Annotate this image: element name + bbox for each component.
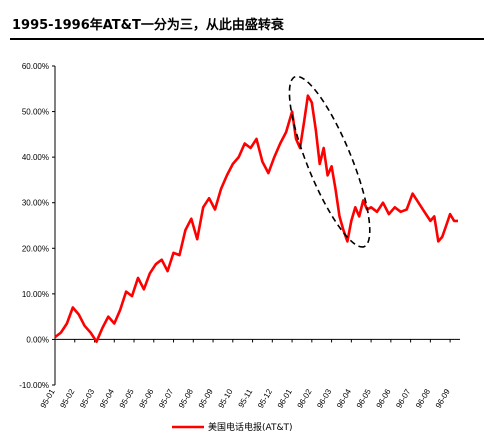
x-tick-label: 96-01 — [276, 387, 294, 410]
series-line — [54, 94, 458, 343]
x-tick-label: 95-05 — [118, 387, 136, 410]
x-tick-label: 96-03 — [315, 387, 333, 410]
x-tick-label: 95-09 — [197, 387, 215, 410]
x-tick-label: 95-01 — [39, 387, 57, 410]
legend-label: 美国电话电报(AT&T) — [208, 421, 293, 433]
x-tick-label: 96-05 — [355, 387, 373, 410]
x-tick-label: 96-06 — [375, 387, 393, 410]
y-tick-label: 60.00% — [22, 62, 49, 71]
x-tick-label: 96-08 — [414, 387, 432, 410]
chart-title: 1995-1996年AT&T一分为三，从此由盛转衰 — [12, 18, 284, 33]
y-tick-label: 10.00% — [22, 290, 49, 299]
y-tick-label: 40.00% — [22, 153, 49, 162]
y-tick-label: 0.00% — [26, 335, 49, 344]
title-bar: 1995-1996年AT&T一分为三，从此由盛转衰 — [10, 10, 484, 40]
x-tick-label: 96-04 — [335, 387, 353, 410]
x-tick-label: 95-11 — [237, 387, 255, 409]
y-tick-label: 30.00% — [22, 199, 49, 208]
x-tick-label: 96-02 — [296, 387, 314, 410]
x-tick-label: 95-04 — [98, 387, 116, 410]
x-tick-label: 95-12 — [256, 387, 274, 410]
x-tick-label: 95-10 — [217, 387, 235, 410]
y-tick-label: 20.00% — [22, 244, 49, 253]
x-tick-label: 96-09 — [434, 387, 452, 410]
x-tick-label: 95-02 — [58, 387, 76, 410]
x-tick-label: 96-07 — [394, 387, 412, 410]
y-tick-label: 50.00% — [22, 108, 49, 117]
x-tick-label: 95-06 — [137, 387, 155, 410]
annotation-ellipse — [288, 75, 371, 248]
y-tick-label: -10.00% — [19, 381, 49, 390]
x-tick-label: 95-07 — [157, 387, 175, 410]
x-tick-label: 95-03 — [78, 387, 96, 410]
x-tick-label: 95-08 — [177, 387, 195, 410]
